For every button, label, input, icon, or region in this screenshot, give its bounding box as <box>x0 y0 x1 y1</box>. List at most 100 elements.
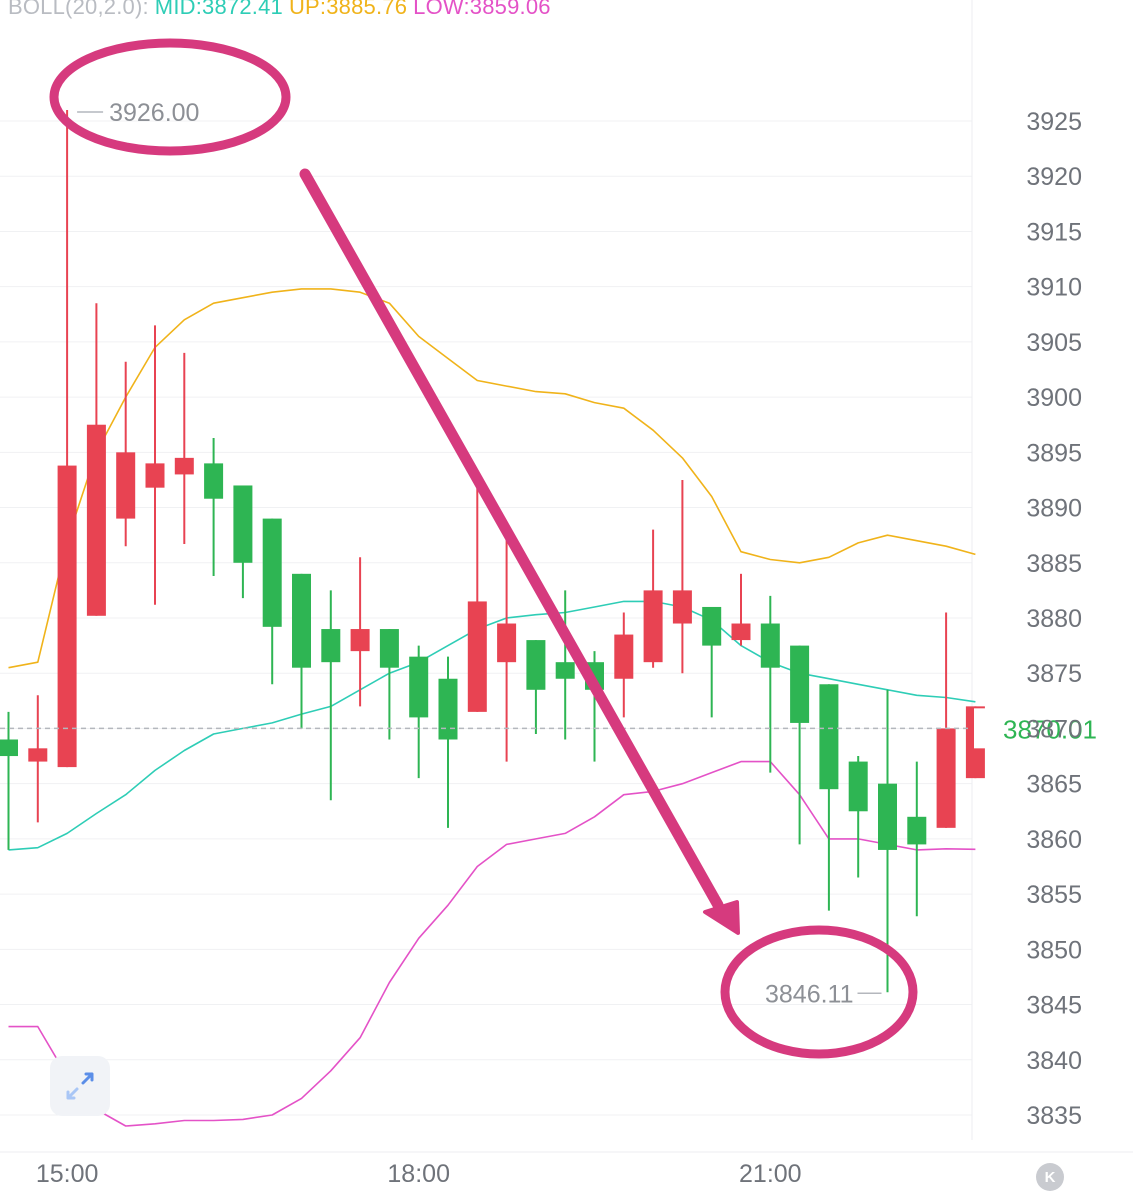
candle <box>643 529 663 668</box>
candle <box>731 573 751 646</box>
legend-mid: MID:3872.41 <box>154 0 283 19</box>
y-tick-label: 3890 <box>1026 495 1082 523</box>
current-price-label: 3870.01 <box>1003 714 1097 744</box>
y-tick-label: 3835 <box>1026 1102 1082 1130</box>
candle-body <box>204 463 224 499</box>
candle-body <box>116 452 136 519</box>
candle <box>907 761 927 917</box>
legend-indicator-name: BOLL(20,2.0): <box>8 0 149 19</box>
y-tick-label: 3870 <box>1026 715 1082 743</box>
candle-body <box>878 783 897 850</box>
down-arrow-head <box>703 900 740 935</box>
candle <box>292 573 311 729</box>
low-marker-label: 3846.11 <box>765 980 854 1008</box>
low-circle-annotation <box>720 925 918 1059</box>
candle-body <box>467 601 487 712</box>
candle <box>350 557 370 707</box>
candle <box>57 109 77 768</box>
boll-legend: BOLL(20,2.0): MID:3872.41 UP:3885.76 LOW:38… <box>8 0 557 20</box>
candle <box>116 361 136 547</box>
candle <box>28 695 48 823</box>
candle <box>848 756 868 878</box>
annotations <box>49 38 918 1059</box>
candle-body <box>526 640 546 690</box>
candle-body <box>321 629 341 663</box>
y-tick-label: 3855 <box>1026 881 1082 909</box>
candle <box>204 437 224 577</box>
y-axis: 3925 3920 3915 3910 3905 3900 3895 3890 3885 3880… <box>1026 108 1082 1130</box>
candle <box>0 711 18 850</box>
candle <box>321 590 341 801</box>
candle-body <box>233 485 253 563</box>
y-tick-label: 3900 <box>1026 384 1082 412</box>
candle <box>819 684 839 911</box>
candle-body <box>702 606 722 646</box>
candle <box>702 606 722 718</box>
candle-body <box>731 623 751 641</box>
high-marker-label: 3926.00 <box>109 99 199 127</box>
y-tick-label: 3880 <box>1026 605 1082 633</box>
candle <box>497 524 517 762</box>
band-low <box>8 760 976 1127</box>
candle <box>379 629 399 740</box>
candle-body <box>409 656 429 718</box>
candle <box>438 656 458 828</box>
candle-body <box>936 728 956 828</box>
candle <box>526 640 546 734</box>
y-tick-label: 3850 <box>1026 936 1082 964</box>
candle-body <box>848 761 868 812</box>
candle <box>174 352 194 545</box>
x-tick-label: 21:00 <box>739 1160 802 1188</box>
candle <box>936 612 956 828</box>
candle-body <box>145 463 165 488</box>
candle <box>233 485 253 599</box>
candle-body <box>672 590 692 624</box>
y-tick-label: 3875 <box>1026 660 1082 688</box>
y-tick-label: 3905 <box>1026 329 1082 357</box>
candle-body <box>555 662 575 679</box>
candle <box>262 518 282 685</box>
candle-body <box>438 678 458 740</box>
candle-body <box>292 573 311 668</box>
zoom-button[interactable] <box>50 1056 110 1116</box>
current-price-line: 3870.01 <box>0 708 1132 749</box>
y-tick-label: 3860 <box>1026 826 1082 854</box>
band-up <box>8 288 976 669</box>
y-tick-label: 3865 <box>1026 771 1082 799</box>
candle <box>86 303 106 616</box>
legend-up: UP:3885.76 <box>288 0 408 19</box>
candle <box>790 645 810 845</box>
candle <box>878 689 897 993</box>
y-tick-label: 3920 <box>1026 163 1082 191</box>
candle-body <box>643 590 663 663</box>
candle-body <box>57 465 77 768</box>
candle-body <box>262 518 282 627</box>
candle <box>145 325 165 605</box>
candle <box>467 479 487 712</box>
candle-body <box>0 739 18 757</box>
band-mid <box>8 600 976 851</box>
k-logo-icon: K <box>1036 1163 1064 1191</box>
candle-body <box>28 748 48 762</box>
bollinger-bands <box>8 288 976 1127</box>
x-tick-label: 18:00 <box>387 1160 450 1188</box>
candle-body <box>350 629 370 652</box>
x-axis: 15:00 18:00 21:00 <box>36 1160 802 1188</box>
candle <box>614 612 634 718</box>
high-circle-annotation <box>49 38 291 156</box>
candle-body <box>790 645 810 723</box>
candle-body <box>174 457 194 475</box>
candles <box>0 109 985 993</box>
down-arrow-shaft <box>299 168 724 911</box>
x-tick-label: 15:00 <box>36 1160 99 1188</box>
candle-body <box>86 424 106 616</box>
y-tick-label: 3910 <box>1026 274 1082 302</box>
candle-body <box>379 629 399 668</box>
candle-body <box>760 623 780 668</box>
candle <box>672 479 692 674</box>
expand-arrows-icon <box>66 1072 94 1100</box>
grid-lines <box>0 0 1133 1153</box>
candle-body <box>907 816 927 845</box>
